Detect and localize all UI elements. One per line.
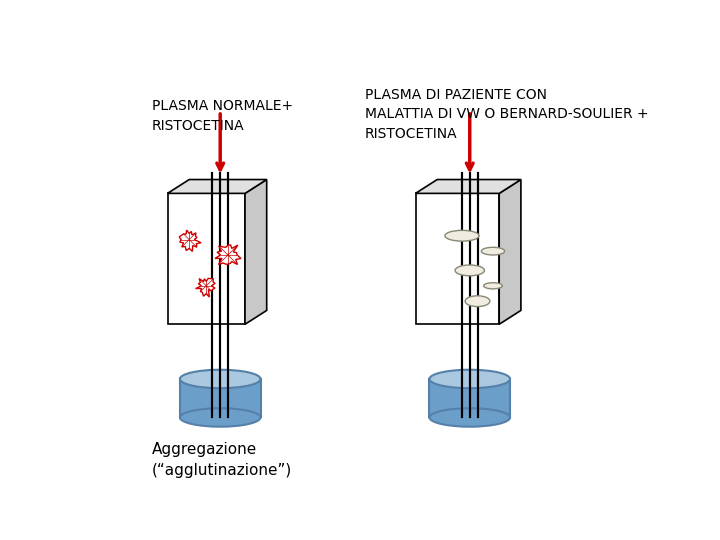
- Polygon shape: [415, 193, 499, 325]
- Ellipse shape: [465, 296, 490, 307]
- Polygon shape: [196, 279, 215, 297]
- Ellipse shape: [180, 408, 261, 427]
- Polygon shape: [168, 179, 266, 193]
- Polygon shape: [429, 379, 510, 417]
- Polygon shape: [245, 179, 266, 325]
- Ellipse shape: [482, 247, 505, 255]
- Polygon shape: [215, 245, 241, 265]
- Polygon shape: [168, 193, 245, 325]
- Polygon shape: [180, 379, 261, 417]
- Ellipse shape: [429, 408, 510, 427]
- Ellipse shape: [445, 231, 479, 241]
- Polygon shape: [499, 179, 521, 325]
- Text: PLASMA NORMALE+
RISTOCETINA: PLASMA NORMALE+ RISTOCETINA: [152, 99, 293, 133]
- Text: Aggregazione
(“agglutinazione”): Aggregazione (“agglutinazione”): [152, 442, 292, 478]
- Polygon shape: [179, 230, 201, 252]
- Ellipse shape: [455, 265, 485, 276]
- Ellipse shape: [180, 370, 261, 388]
- Ellipse shape: [484, 283, 503, 289]
- Text: PLASMA DI PAZIENTE CON
MALATTIA DI VW O BERNARD-SOULIER +
RISTOCETINA: PLASMA DI PAZIENTE CON MALATTIA DI VW O …: [365, 88, 649, 141]
- Polygon shape: [415, 179, 521, 193]
- Ellipse shape: [429, 370, 510, 388]
